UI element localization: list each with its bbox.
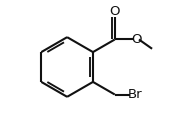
Text: O: O: [110, 5, 120, 18]
Text: O: O: [131, 33, 141, 46]
Text: Br: Br: [128, 88, 143, 101]
